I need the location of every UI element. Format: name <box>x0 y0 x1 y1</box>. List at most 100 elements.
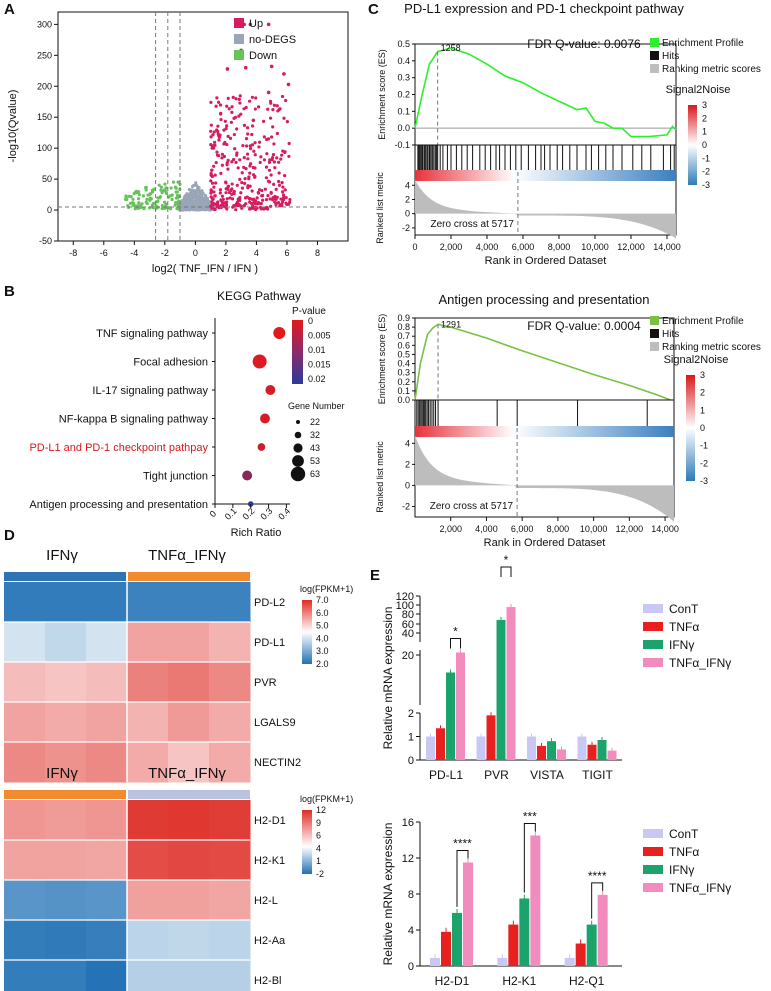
volcano-point <box>209 179 213 183</box>
volcano-frame <box>57 11 349 242</box>
heatmap-tick-label: 4.0 <box>316 633 329 643</box>
volcano-point <box>280 181 284 185</box>
volcano-point <box>269 64 274 69</box>
gsea-es-tick-label: 0.6 <box>397 340 410 350</box>
gsea-x-tick-label: 10,000 <box>581 242 609 252</box>
volcano-point <box>287 141 291 146</box>
s2n-tick-label: 1 <box>700 405 705 415</box>
volcano-point <box>244 202 248 206</box>
volcano-point <box>246 126 250 130</box>
heatmap-cell <box>209 960 251 991</box>
volcano-point <box>225 142 229 147</box>
volcano-point <box>215 96 219 100</box>
bar2-legend-swatch <box>643 865 663 874</box>
gsea-peak-label: 1291 <box>441 319 461 329</box>
s2n-tick-label: 1 <box>702 127 707 137</box>
bar2-bar <box>575 943 586 966</box>
gsea-x-tick-label: 14,000 <box>653 242 681 252</box>
volcano-point <box>220 200 225 204</box>
volcano-point <box>225 104 229 108</box>
gene-size-dot <box>292 455 304 467</box>
heatmap-gene-label: H2-K1 <box>254 855 285 867</box>
bar1-bar <box>476 736 486 760</box>
bar1-legend-label: IFNγ <box>669 638 694 652</box>
volcano-point <box>209 129 213 133</box>
volcano-point <box>282 72 286 76</box>
volcano-point <box>216 153 221 158</box>
volcano-point <box>132 192 136 196</box>
volcano-point <box>240 186 245 190</box>
heatmap-cell <box>127 582 169 623</box>
volcano-point <box>212 146 216 150</box>
bar2-legend-label: ConT <box>669 827 699 841</box>
volcano-point <box>262 135 266 139</box>
volcano-point <box>280 94 285 99</box>
bar2-legend-swatch <box>643 829 663 838</box>
s2n-tick-label: -3 <box>702 180 710 190</box>
gsea-es-tick-label: 0.0 <box>397 123 410 133</box>
heatmap-tick-label: 6 <box>316 831 321 841</box>
bar2-sig-label: *** <box>523 810 537 824</box>
bar2-legend-swatch <box>643 847 663 856</box>
volcano-point <box>214 160 218 165</box>
kegg-x-tick-label: 0.1 <box>223 506 239 522</box>
legend-down-swatch <box>234 50 244 60</box>
volcano-point <box>213 207 217 212</box>
gsea-x-tick-label: 4,000 <box>475 524 498 534</box>
heatmap-cell <box>127 960 169 991</box>
volcano-point <box>234 208 238 212</box>
volcano-point <box>211 133 215 137</box>
gsea-zero-cross: Zero cross at 5717 <box>431 219 515 230</box>
volcano-point <box>218 191 222 195</box>
volcano-point <box>248 146 253 151</box>
heatmap-tick-label: 4 <box>316 843 321 853</box>
s2n-title: Signal2Noise <box>664 354 729 366</box>
heatmap-cell <box>45 960 87 991</box>
gsea-es-tick-label: 0.8 <box>397 322 410 332</box>
volcano-plot: -8 -6 -4 -2 0 2 4 6 8 -50 0 50 100 150 200 250 300 log2… <box>7 11 349 275</box>
volcano-point <box>234 160 238 165</box>
volcano-point <box>277 179 281 184</box>
bar1-y-tick-label: 1 <box>408 732 414 744</box>
volcano-point <box>184 194 188 198</box>
gsea-es-tick-label: 0.2 <box>397 377 410 387</box>
bar1-bar <box>557 749 566 760</box>
volcano-point <box>269 191 273 195</box>
volcano-point <box>265 205 269 209</box>
bar1-bar <box>577 736 587 760</box>
volcano-point <box>250 95 255 99</box>
volcano-point <box>257 145 261 149</box>
volcano-point <box>242 123 247 127</box>
heatmap-gene-label: H2-Aa <box>254 935 286 947</box>
heatmap-cell <box>4 800 46 841</box>
volcano-point <box>248 207 252 211</box>
volcano-point <box>269 173 273 177</box>
volcano-point <box>200 200 204 204</box>
volcano-point <box>241 143 245 148</box>
heatmap-cell <box>168 622 210 663</box>
bar2-sig-bracket <box>591 882 604 919</box>
s2n-tick-label: -2 <box>702 167 710 177</box>
volcano-point <box>195 206 199 211</box>
heatmap-group-bar <box>128 572 250 581</box>
volcano-point <box>238 158 242 162</box>
volcano-point <box>262 119 266 123</box>
heatmap-gene-label: NECTIN2 <box>254 757 301 769</box>
volcano-point <box>238 177 242 181</box>
volcano-point <box>189 194 193 198</box>
legend-up-swatch <box>234 18 244 28</box>
heatmap-cell <box>45 742 87 783</box>
volcano-x-tick-label: 2 <box>223 248 228 258</box>
volcano-point <box>248 171 252 175</box>
heatmap-cell <box>127 742 169 783</box>
volcano-point <box>220 163 224 167</box>
volcano-point <box>281 193 286 197</box>
bar2-y-tick-label: 4 <box>408 925 414 937</box>
volcano-y-label: -log10(Qvalue) <box>7 90 19 163</box>
pvalue-tick-label: 0.02 <box>308 374 326 384</box>
kegg-rows: TNF signaling pathway Focal adhesion IL-17… <box>29 327 286 511</box>
volcano-point <box>286 82 291 87</box>
volcano-point <box>240 171 244 175</box>
volcano-point <box>262 158 267 162</box>
gsea-frame <box>414 317 675 518</box>
